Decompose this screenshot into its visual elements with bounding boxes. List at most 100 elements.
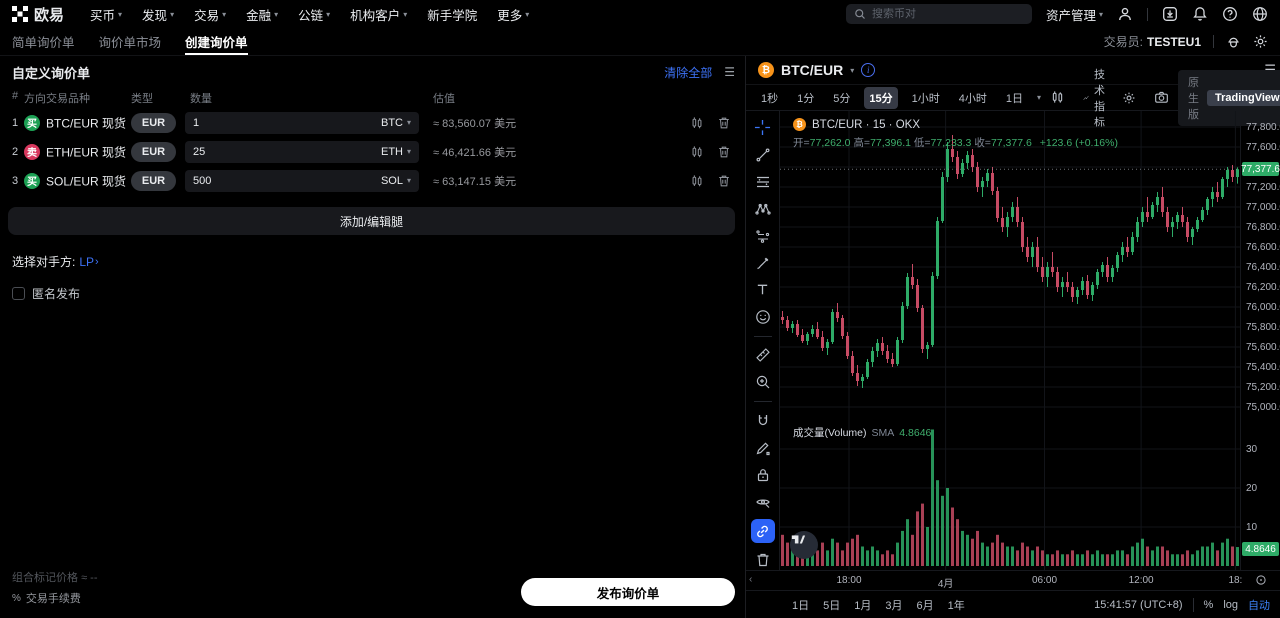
tf-15m[interactable]: 15分 [864, 86, 898, 109]
range-1y[interactable]: 1年 [947, 599, 965, 612]
help-icon[interactable] [1222, 6, 1238, 22]
candlestick-chart-icon[interactable] [690, 145, 704, 159]
tab-rfq-market[interactable]: 询价单市场 [98, 36, 162, 50]
currency-pill[interactable]: EUR [131, 112, 176, 133]
tf-1d[interactable]: 1日 [1005, 92, 1023, 105]
lock-tool-icon[interactable] [753, 465, 773, 485]
chevron-down-icon[interactable]: ▾ [1037, 93, 1042, 102]
chart-settings-gear-icon[interactable] [1122, 91, 1136, 105]
range-5d[interactable]: 5日 [823, 599, 841, 612]
tf-4h[interactable]: 4小时 [958, 92, 987, 105]
clock[interactable]: 15:41:57 (UTC+8) [1094, 598, 1183, 611]
nav-item-discover[interactable]: 发现 ▾ [142, 8, 175, 23]
currency-pill[interactable]: EUR [131, 170, 176, 191]
hide-drawings-eye-icon[interactable] [753, 492, 773, 512]
range-1mo[interactable]: 1月 [854, 599, 872, 612]
language-globe-icon[interactable] [1252, 6, 1268, 22]
tf-1h[interactable]: 1小时 [911, 92, 940, 105]
anonymous-checkbox[interactable] [12, 287, 25, 300]
remove-drawings-trash-icon[interactable] [753, 550, 773, 570]
unit-select[interactable]: ETH ▾ [380, 145, 411, 158]
candlestick-chart-icon[interactable] [690, 174, 704, 188]
link-sync-tool-icon[interactable] [750, 519, 775, 544]
delete-trash-icon[interactable] [717, 174, 731, 188]
percent-scale-button[interactable]: % [1203, 598, 1214, 611]
download-app-icon[interactable] [1162, 6, 1178, 22]
unit-select[interactable]: BTC ▾ [380, 116, 411, 129]
amount-value[interactable]: 500 [193, 174, 212, 187]
search-box[interactable] [845, 4, 1032, 24]
text-tool-icon[interactable] [753, 280, 773, 300]
time-axis[interactable]: ‹ 18:00 4月 06:00 12:00 18: [746, 570, 1280, 590]
chevron-right-icon[interactable]: › [114, 115, 118, 130]
forecast-tool-icon[interactable] [753, 226, 773, 246]
range-3mo[interactable]: 3月 [885, 599, 903, 612]
brush-tool-icon[interactable] [753, 253, 773, 273]
info-icon[interactable]: i [861, 63, 876, 77]
candle-style-icon[interactable] [1050, 90, 1065, 105]
currency-pill[interactable]: EUR [131, 141, 176, 162]
crosshair-tool-icon[interactable] [753, 118, 773, 138]
chart-canvas[interactable]: ₿ BTC/EUR · 15 · OKX 开=77,262.0 高=77,396… [780, 111, 1240, 570]
delete-trash-icon[interactable] [717, 145, 731, 159]
zoom-in-tool-icon[interactable] [753, 372, 773, 392]
magnet-tool-icon[interactable] [753, 411, 773, 431]
scroll-left-icon[interactable]: ‹ [749, 574, 753, 585]
emoji-tool-icon[interactable] [753, 307, 773, 327]
range-6mo[interactable]: 6月 [916, 599, 934, 612]
leg-symbol[interactable]: ETH/EUR 现货 [46, 145, 127, 159]
leg-symbol[interactable]: SOL/EUR 现货 [46, 174, 127, 188]
xabcd-pattern-tool-icon[interactable] [753, 199, 773, 219]
leg-symbol[interactable]: BTC/EUR 现货 [46, 116, 127, 130]
amount-input[interactable]: 25 ETH ▾ [185, 140, 419, 163]
trader-icon[interactable] [1226, 34, 1241, 49]
candlestick-chart-icon[interactable] [690, 116, 704, 130]
list-menu-icon[interactable]: ☰ [724, 65, 735, 79]
go-to-realtime-icon[interactable] [1255, 574, 1267, 586]
tab-simple-rfq[interactable]: 简单询价单 [12, 36, 75, 50]
auto-scale-button[interactable]: 自动 [1248, 599, 1270, 612]
nav-item-more[interactable]: 更多 ▾ [497, 8, 530, 23]
indicators-button[interactable]: 技术指标 [1083, 66, 1113, 130]
add-edit-legs-button[interactable]: 添加/编辑腿 [8, 207, 735, 235]
price-axis[interactable]: 77,800.077,600.077,400.077,200.077,000.0… [1240, 111, 1280, 570]
fib-retracement-tool-icon[interactable] [753, 172, 773, 192]
range-1d[interactable]: 1日 [792, 599, 810, 612]
screenshot-camera-icon[interactable] [1154, 90, 1169, 105]
publish-rfq-button[interactable]: 发布询价单 [521, 578, 735, 606]
tf-1m[interactable]: 1分 [797, 92, 815, 105]
okx-logo[interactable]: 欧易 [12, 4, 64, 25]
tab-create-rfq[interactable]: 创建询价单 [185, 28, 248, 55]
ruler-tool-icon[interactable] [753, 346, 773, 366]
clear-all-link[interactable]: 清除全部 [664, 65, 713, 80]
delete-trash-icon[interactable] [717, 116, 731, 130]
asset-management-menu[interactable]: 资产管理 ▾ [1045, 8, 1103, 23]
nav-item-chain[interactable]: 公链 ▾ [298, 8, 331, 23]
trend-line-tool-icon[interactable] [753, 145, 773, 165]
settings-gear-icon[interactable] [1253, 34, 1268, 49]
draw-pencil-tool-icon[interactable] [753, 438, 773, 458]
pair-title[interactable]: BTC/EUR [781, 62, 844, 78]
log-scale-button[interactable]: log [1223, 598, 1238, 611]
chevron-right-icon[interactable]: › [114, 173, 118, 188]
nav-item-trade[interactable]: 交易 ▾ [194, 8, 227, 23]
chevron-down-icon[interactable]: ▾ [850, 65, 855, 75]
candlestick-chart[interactable] [780, 111, 1240, 570]
chevron-right-icon[interactable]: › [114, 144, 118, 159]
fee-label[interactable]: 交易手续费 [25, 593, 81, 605]
tf-5m[interactable]: 5分 [833, 92, 851, 105]
nav-item-academy[interactable]: 新手学院 [427, 8, 478, 23]
user-icon[interactable] [1117, 6, 1133, 22]
native-chart-option[interactable]: 原生版 [1188, 76, 1200, 121]
counterparty-select[interactable]: LP › [79, 254, 99, 269]
notifications-bell-icon[interactable] [1192, 6, 1208, 22]
nav-item-buy-crypto[interactable]: 买币 ▾ [90, 8, 123, 23]
unit-select[interactable]: SOL ▾ [380, 174, 411, 187]
amount-value[interactable]: 25 [193, 145, 206, 158]
search-input[interactable] [871, 8, 1002, 20]
tradingview-option[interactable]: TradingView [1207, 89, 1280, 106]
tradingview-logo[interactable] [790, 531, 818, 559]
amount-value[interactable]: 1 [193, 116, 200, 129]
amount-input[interactable]: 500 SOL ▾ [185, 169, 419, 192]
nav-item-institutional[interactable]: 机构客户 ▾ [350, 8, 408, 23]
